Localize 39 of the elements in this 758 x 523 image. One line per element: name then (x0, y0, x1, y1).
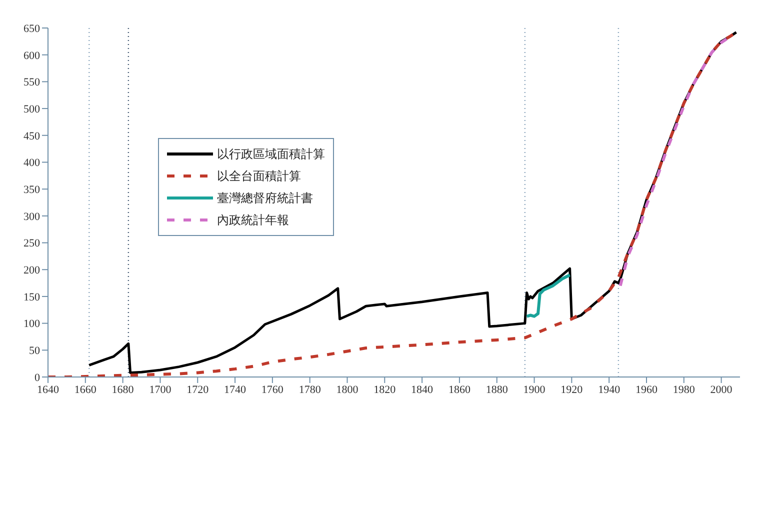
y-tick-label: 500 (24, 103, 40, 116)
x-tick-label: 1760 (261, 384, 284, 396)
y-tick-label: 200 (24, 264, 40, 277)
legend-label: 內政統計年報 (217, 212, 289, 228)
x-tick-label: 1660 (74, 384, 97, 396)
x-tick-label: 1960 (635, 384, 658, 396)
x-tick-label: 1680 (112, 384, 134, 396)
y-tick-label: 350 (24, 184, 40, 196)
x-tick-label: 1920 (560, 384, 584, 396)
y-tick-label: 600 (24, 50, 40, 62)
x-tick-label: 1860 (448, 384, 471, 396)
line-series (525, 273, 572, 318)
y-tick-label: 0 (34, 372, 40, 384)
line-series (618, 37, 728, 288)
y-tick-label: 50 (29, 345, 40, 358)
y-tick-label: 450 (24, 130, 40, 142)
y-tick-label: 250 (24, 238, 40, 250)
legend-label: 以行政區域面積計算 (217, 146, 325, 162)
x-tick-label: 1820 (374, 384, 396, 396)
y-tick-label: 300 (24, 210, 40, 223)
x-tick-label: 1840 (411, 384, 434, 396)
x-tick-label: 1740 (224, 384, 247, 396)
x-tick-label: 1700 (149, 384, 172, 396)
y-tick-label: 150 (24, 291, 40, 304)
x-tick-label: 1880 (486, 384, 508, 396)
y-tick-label: 650 (24, 22, 40, 35)
legend-label: 臺灣總督府統計書 (217, 190, 313, 206)
x-tick-label: 1800 (336, 384, 359, 396)
x-tick-label: 1900 (523, 384, 546, 396)
legend-label: 以全台面積計算 (217, 168, 301, 184)
x-tick-label: 1720 (186, 384, 210, 396)
x-tick-label: 1980 (672, 384, 696, 396)
x-tick-label: 2000 (710, 384, 733, 396)
x-tick-label: 1640 (37, 384, 60, 396)
y-tick-label: 100 (24, 318, 40, 330)
y-tick-label: 550 (24, 76, 40, 89)
y-tick-label: 400 (24, 157, 40, 170)
x-tick-label: 1780 (298, 384, 322, 396)
x-tick-label: 1940 (598, 384, 621, 396)
